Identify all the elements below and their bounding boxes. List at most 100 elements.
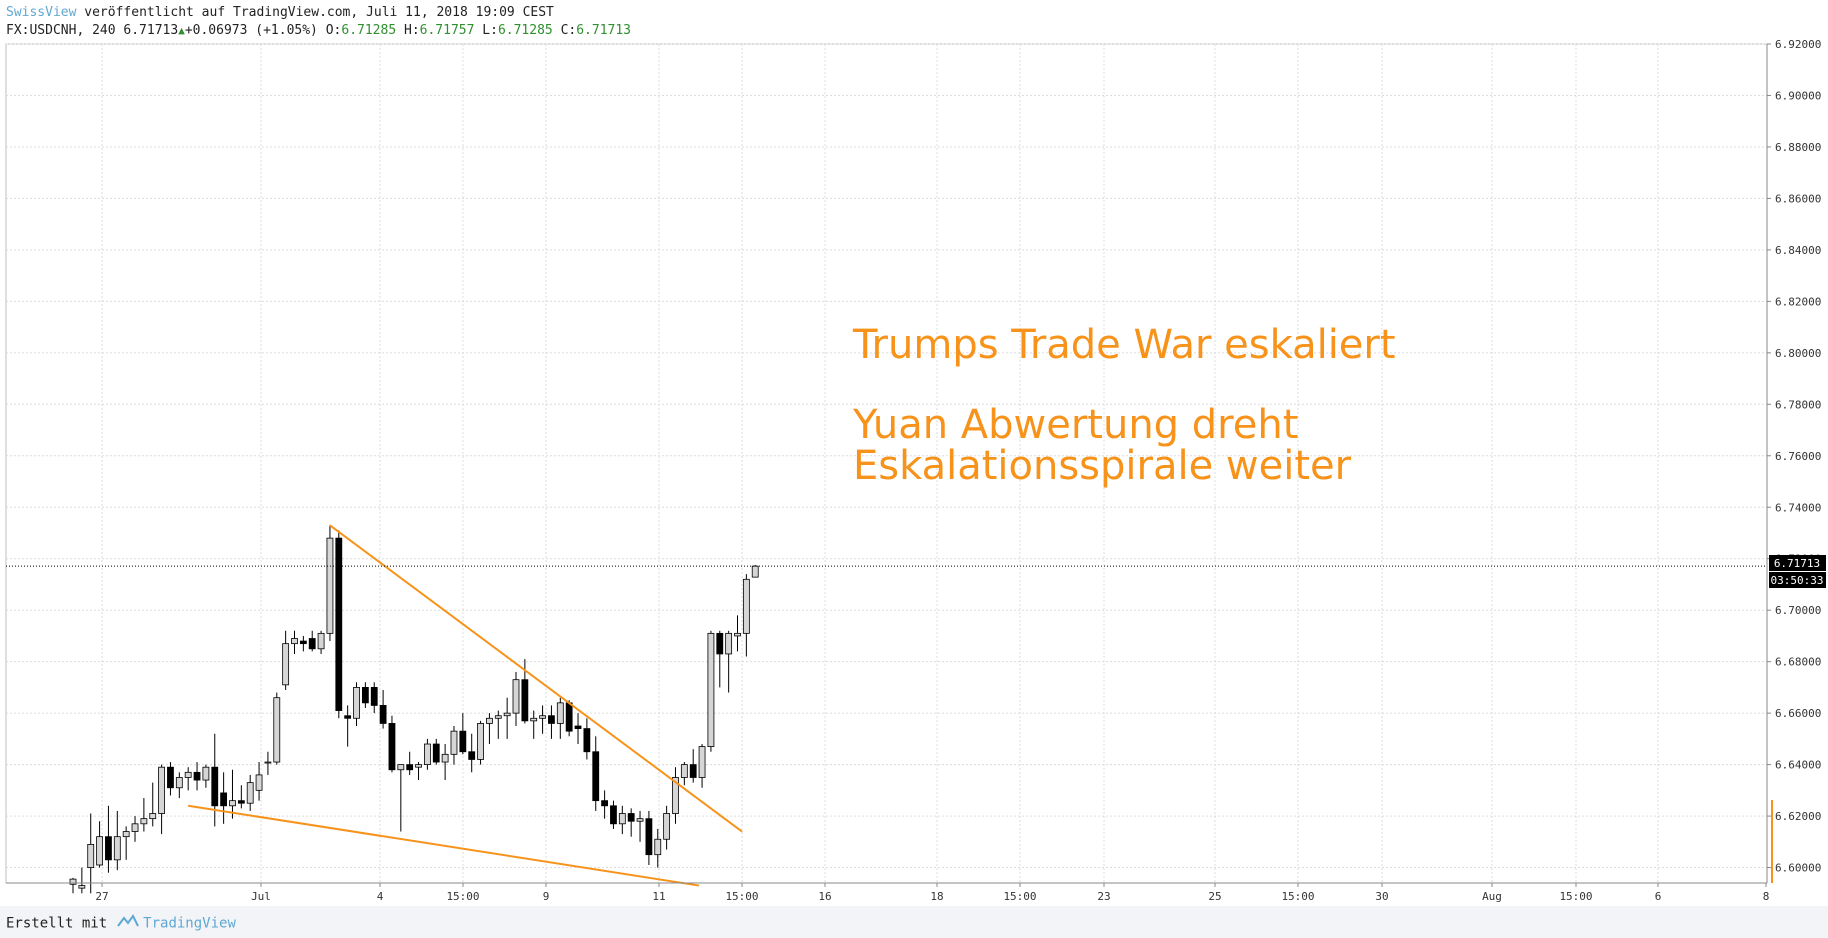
candle bbox=[87, 813, 95, 894]
candle bbox=[468, 733, 476, 773]
y-tick-label: 6.90000 bbox=[1775, 89, 1821, 102]
candle-body bbox=[610, 805, 617, 825]
x-tick-label: 23 bbox=[1097, 890, 1110, 903]
author-link[interactable]: SwissView bbox=[6, 5, 77, 20]
candle-body bbox=[530, 717, 538, 722]
candle-body bbox=[105, 836, 112, 861]
candle bbox=[406, 751, 414, 775]
candle-body bbox=[618, 813, 626, 825]
symbol-label[interactable]: FX:USDCNH, 240 bbox=[6, 23, 116, 38]
candle-body bbox=[521, 679, 529, 722]
candle bbox=[158, 764, 166, 835]
close-label: C: bbox=[560, 23, 577, 38]
candle-body bbox=[548, 715, 555, 724]
last-price: 6.71713 bbox=[123, 23, 179, 38]
y-tick-label: 6.80000 bbox=[1775, 347, 1821, 360]
plot-area bbox=[5, 43, 1768, 884]
candle bbox=[237, 785, 245, 809]
high-value: 6.71757 bbox=[419, 23, 475, 38]
footer-bar: Erstellt mit TradingView bbox=[0, 906, 1828, 938]
annotation-title[interactable]: Trumps Trade War eskaliert bbox=[852, 322, 1396, 368]
candle bbox=[698, 744, 706, 788]
candle bbox=[353, 682, 360, 727]
candle bbox=[636, 810, 644, 842]
candle-body bbox=[113, 836, 121, 861]
candle bbox=[282, 630, 290, 690]
candle bbox=[317, 630, 325, 654]
candle-body bbox=[237, 800, 245, 804]
x-tick-label: 18 bbox=[930, 890, 943, 903]
y-tick-label: 6.60000 bbox=[1775, 862, 1821, 875]
candle bbox=[601, 790, 608, 819]
candle-body bbox=[680, 764, 688, 778]
candle bbox=[193, 762, 201, 791]
candle-body bbox=[131, 823, 139, 832]
candle bbox=[397, 764, 405, 832]
candle bbox=[370, 682, 378, 714]
candle bbox=[583, 718, 591, 760]
candle-body bbox=[184, 771, 192, 778]
upper-trendline bbox=[329, 524, 743, 833]
countdown-marker bbox=[1769, 572, 1826, 588]
candle bbox=[291, 630, 298, 654]
last-price-label: 6.71713 bbox=[1774, 557, 1820, 570]
candle-body bbox=[397, 764, 405, 771]
candle bbox=[716, 630, 724, 688]
candle-body bbox=[149, 813, 157, 820]
candle bbox=[388, 715, 396, 773]
y-tick-label: 6.92000 bbox=[1775, 38, 1821, 51]
candle-body bbox=[486, 717, 493, 724]
candle bbox=[96, 821, 103, 868]
candle bbox=[167, 762, 174, 796]
candle bbox=[175, 772, 183, 799]
x-tick-label: 25 bbox=[1208, 890, 1221, 903]
publish-text: veröffentlicht auf TradingView.com, Juli… bbox=[76, 5, 554, 20]
candle-body bbox=[459, 730, 467, 753]
candle bbox=[486, 713, 493, 745]
candle-body bbox=[627, 813, 635, 822]
candle bbox=[618, 805, 626, 835]
tradingview-link[interactable]: TradingView bbox=[143, 915, 236, 932]
last-price-marker bbox=[1769, 555, 1826, 571]
candle bbox=[361, 682, 369, 708]
candle-body bbox=[335, 537, 343, 711]
candle-body bbox=[167, 766, 174, 789]
candle-body bbox=[87, 843, 95, 868]
annotation-line-3[interactable]: Eskalationsspirale weiter bbox=[853, 443, 1352, 489]
trendlines[interactable] bbox=[188, 524, 743, 887]
candle bbox=[220, 772, 228, 824]
x-tick-label: 30 bbox=[1375, 890, 1388, 903]
open-value: 6.71285 bbox=[341, 23, 397, 38]
y-tick-label: 6.62000 bbox=[1775, 810, 1821, 823]
candle-body bbox=[353, 687, 360, 719]
candle-body bbox=[645, 818, 653, 856]
candle bbox=[264, 751, 272, 775]
high-label: H: bbox=[404, 23, 420, 38]
candle bbox=[140, 798, 148, 832]
y-tick-label: 6.82000 bbox=[1775, 295, 1821, 308]
candle bbox=[477, 720, 484, 765]
candle bbox=[105, 805, 112, 873]
candle bbox=[627, 808, 635, 837]
candle-body bbox=[317, 632, 325, 650]
price-chart[interactable]: 6.60000 6.62000 6.64000 6.66000 6.68000 6.700… bbox=[0, 0, 1828, 906]
candle bbox=[751, 564, 759, 578]
candle bbox=[574, 713, 582, 745]
candle bbox=[610, 800, 617, 829]
y-tick-label: 6.66000 bbox=[1775, 707, 1821, 720]
annotations[interactable]: Trumps Trade War eskaliert Yuan Abwertun… bbox=[852, 322, 1396, 489]
candle bbox=[273, 692, 281, 765]
x-tick-label: 11 bbox=[652, 890, 665, 903]
tradingview-logo-icon[interactable] bbox=[117, 914, 140, 933]
candle-body bbox=[734, 632, 741, 637]
grid bbox=[5, 43, 1768, 884]
y-tick-label: 6.76000 bbox=[1775, 450, 1821, 463]
candle bbox=[459, 713, 467, 755]
candle bbox=[69, 877, 77, 894]
x-tick-label: 27 bbox=[95, 890, 108, 903]
annotation-line-2[interactable]: Yuan Abwertung dreht bbox=[852, 402, 1298, 448]
candle bbox=[512, 671, 520, 727]
candle-body bbox=[689, 764, 697, 778]
candle bbox=[202, 764, 210, 788]
candle-body bbox=[601, 800, 608, 807]
